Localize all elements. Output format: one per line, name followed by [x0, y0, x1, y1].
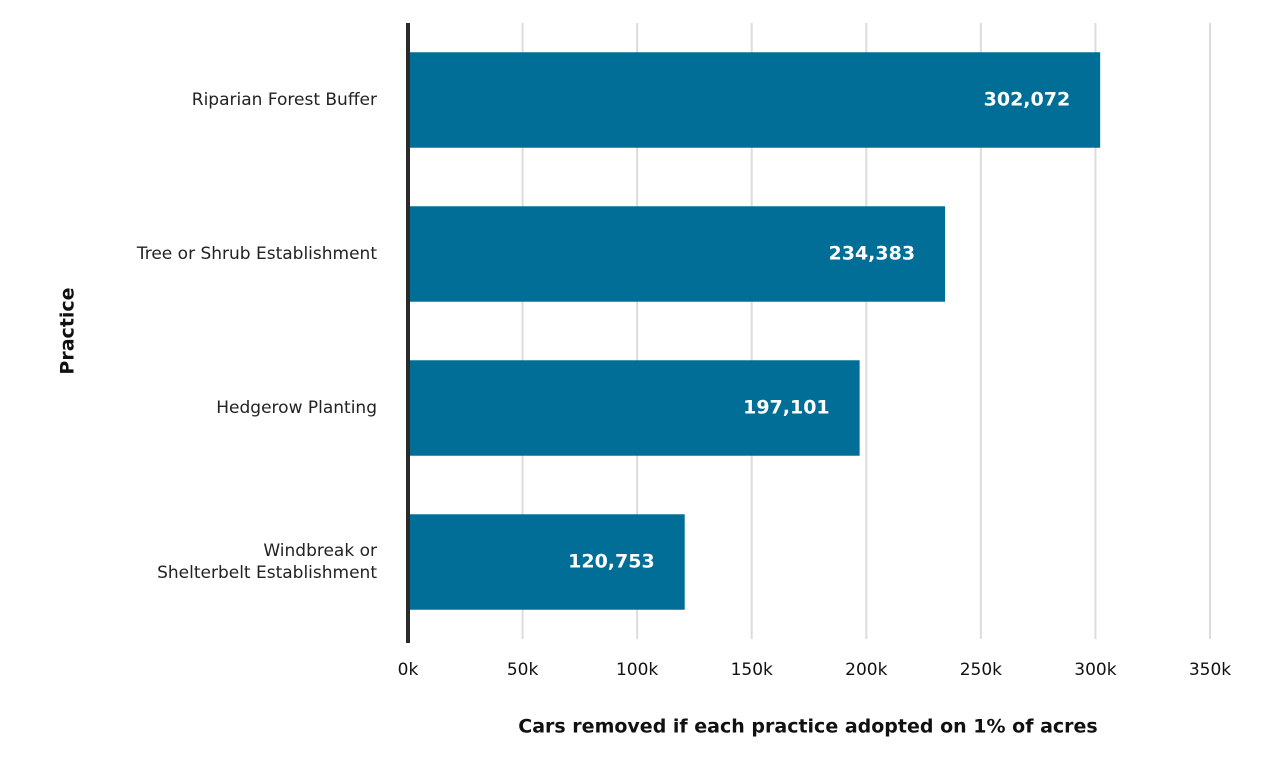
- bar: [408, 52, 1101, 148]
- x-tick-label: 200k: [845, 660, 887, 680]
- x-tick-label: 150k: [731, 660, 773, 680]
- bar: [408, 360, 860, 456]
- value-label: 197,101: [743, 397, 830, 419]
- x-tick-label: 50k: [507, 660, 539, 680]
- value-label: 120,753: [568, 551, 655, 573]
- x-tick-label: 0k: [398, 660, 419, 680]
- value-label: 234,383: [829, 243, 916, 265]
- x-tick-label: 250k: [960, 660, 1002, 680]
- y-axis-label: Practice: [57, 287, 79, 374]
- x-axis-label: Cars removed if each practice adopted on…: [518, 716, 1097, 738]
- value-label: 302,072: [984, 89, 1071, 111]
- x-tick-label: 300k: [1074, 660, 1116, 680]
- y-tick-label: Hedgerow Planting: [216, 398, 377, 418]
- x-tick-label: 350k: [1189, 660, 1231, 680]
- y-tick-label: Windbreak or Shelterbelt Establishment: [157, 541, 377, 583]
- x-tick-label: 100k: [616, 660, 658, 680]
- bar: [408, 514, 685, 610]
- y-tick-label: Riparian Forest Buffer: [191, 90, 377, 110]
- y-tick-label: Tree or Shrub Establishment: [136, 244, 377, 264]
- bar: [408, 206, 946, 302]
